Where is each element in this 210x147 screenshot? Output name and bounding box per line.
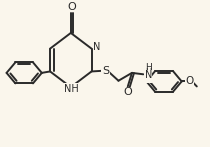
Text: S: S xyxy=(102,66,109,76)
Text: H
N: H N xyxy=(145,64,152,83)
Text: O: O xyxy=(67,2,76,12)
Text: O: O xyxy=(123,87,132,97)
Text: O: O xyxy=(186,76,194,86)
Text: NH: NH xyxy=(64,83,79,93)
Text: N: N xyxy=(145,70,152,80)
Text: H: H xyxy=(145,68,151,77)
Text: N: N xyxy=(93,42,100,52)
